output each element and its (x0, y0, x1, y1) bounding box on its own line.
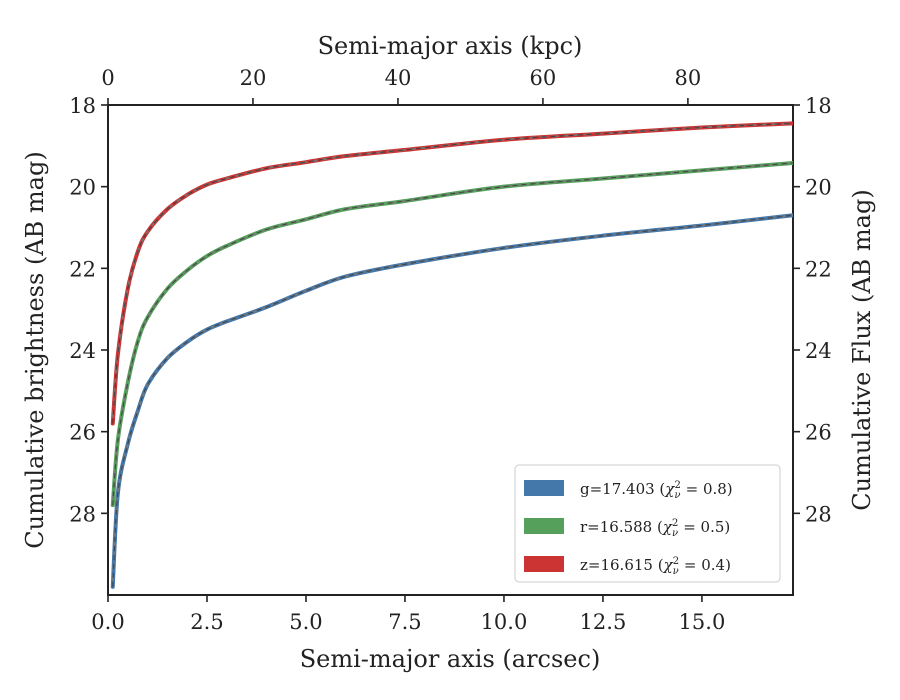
top-tick-label: 80 (675, 66, 702, 90)
legend-label-2: z=16.615 (χν2 = 0.4) (580, 556, 731, 577)
series-fit-core-2 (112, 122, 793, 424)
legend: g=17.403 (χν2 = 0.8) r=16.588 (χν2 = 0.5)… (514, 464, 781, 583)
plot-area (107, 104, 794, 596)
left-y-axis: 18 20 22 24 26 28 (69, 94, 108, 526)
bottom-tick-label: 12.5 (580, 610, 627, 634)
bottom-tick-label: 2.5 (190, 610, 223, 634)
right-tick-label: 28 (805, 502, 832, 526)
bottom-axis-title: Semi-major axis (arcsec) (300, 645, 601, 673)
bottom-tick-label: 7.5 (388, 610, 421, 634)
right-tick-label: 24 (805, 339, 832, 363)
series-layer (110, 121, 793, 589)
left-tick-label: 28 (69, 502, 96, 526)
legend-label-1: r=16.588 (χν2 = 0.5) (580, 518, 730, 539)
legend-label-0: g=17.403 (χν2 = 0.8) (580, 480, 733, 501)
right-tick-label: 22 (805, 257, 832, 281)
right-axis-title: Cumulative Flux (AB mag) (848, 189, 876, 510)
bottom-tick-label: 5.0 (289, 610, 322, 634)
series-line-0 (110, 213, 793, 589)
left-tick-label: 20 (69, 176, 96, 200)
top-tick-label: 40 (385, 66, 412, 90)
top-x-axis: 0 20 40 60 80 (101, 66, 701, 105)
right-tick-label: 18 (805, 94, 832, 118)
legend-swatch-0 (524, 480, 564, 496)
left-tick-label: 26 (69, 421, 96, 445)
left-tick-label: 18 (69, 94, 96, 118)
top-axis-title: Semi-major axis (kpc) (318, 32, 583, 60)
legend-box (514, 464, 781, 583)
top-tick-label: 0 (101, 66, 114, 90)
left-axis-title: Cumulative brightness (AB mag) (21, 151, 49, 548)
bottom-tick-label: 0.0 (91, 610, 124, 634)
legend-items: g=17.403 (χν2 = 0.8) r=16.588 (χν2 = 0.5)… (524, 480, 733, 577)
legend-swatch-1 (524, 518, 564, 534)
top-tick-label: 20 (240, 66, 267, 90)
left-tick-label: 22 (69, 257, 96, 281)
right-tick-label: 26 (805, 421, 832, 445)
right-y-axis: 18 20 22 24 26 28 (793, 94, 832, 526)
legend-swatch-2 (524, 556, 564, 572)
bottom-tick-label: 10.0 (481, 610, 528, 634)
left-tick-label: 24 (69, 339, 96, 363)
series-fit-core-1 (112, 162, 793, 506)
top-tick-label: 60 (530, 66, 557, 90)
right-tick-label: 20 (805, 176, 832, 200)
bottom-x-axis: 0.0 2.5 5.0 7.5 10.0 12.5 15.0 (91, 595, 725, 634)
bottom-tick-label: 15.0 (679, 610, 726, 634)
